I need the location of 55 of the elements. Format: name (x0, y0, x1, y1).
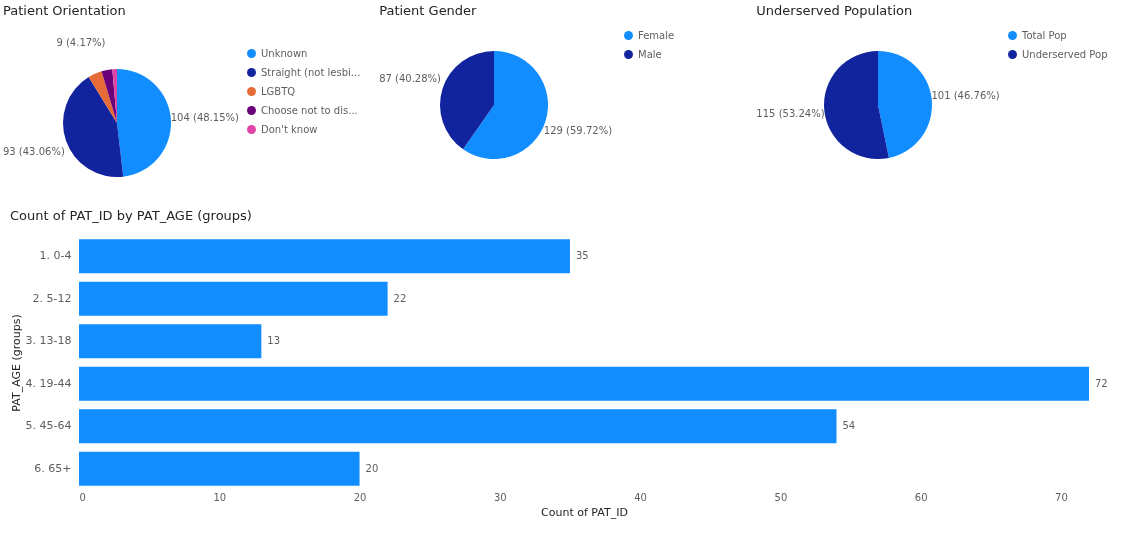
data-label: 35 (575, 250, 589, 262)
data-label: 54 (842, 420, 856, 432)
pie-slice (117, 69, 171, 177)
pie-slice (88, 71, 117, 123)
legend-label: Don't know (261, 123, 318, 135)
pie-slice (440, 51, 494, 150)
legend-label: LGBTQ (261, 85, 296, 97)
x-tick-label: 20 (353, 491, 367, 503)
x-tick-label: 60 (914, 491, 928, 503)
chart-title: Patient Orientation (2, 3, 126, 19)
x-tick-label: 0 (79, 491, 86, 503)
bar (79, 409, 837, 444)
y-tick-label: 5. 45-64 (25, 419, 72, 433)
data-label: 93 (43.06%) (2, 145, 65, 157)
chart-title: Underserved Population (756, 3, 913, 18)
y-tick-label: 3. 13-18 (25, 334, 72, 348)
bar (79, 281, 388, 316)
legend-label: Total Pop (1021, 29, 1067, 41)
pie-slice (101, 69, 117, 123)
pie-slice (63, 77, 124, 177)
x-tick-label: 70 (1055, 491, 1068, 503)
data-label: 22 (393, 292, 407, 304)
x-tick-label: 40 (634, 491, 647, 503)
data-label: 115 (53.24%) (756, 107, 825, 119)
data-label: 72 (1095, 377, 1108, 389)
pie-slice (878, 51, 932, 158)
bar (79, 451, 360, 486)
x-tick-label: 50 (774, 491, 788, 503)
bar (79, 239, 570, 274)
data-label: 20 (365, 462, 379, 474)
y-tick-label: 6. 65+ (34, 461, 72, 475)
bar (79, 324, 262, 359)
y-axis-title: PAT_AGE (groups) (9, 314, 23, 412)
y-tick-label: 4. 19-44 (25, 376, 72, 390)
legend-label: Female (638, 29, 675, 41)
legend-label: Unknown (261, 47, 308, 59)
y-tick-label: 1. 0-4 (39, 249, 72, 263)
x-tick-label: 10 (213, 491, 227, 503)
x-axis-title: Count of PAT_ID (541, 505, 628, 519)
x-tick-label: 30 (493, 491, 507, 503)
data-label: 13 (267, 335, 281, 347)
data-label: 101 (46.76%) (931, 90, 1000, 102)
y-tick-label: 2. 5-12 (32, 291, 72, 305)
bar (79, 366, 1089, 401)
chart-title: Patient Gender (379, 3, 478, 18)
legend-label: Underserved Pop (1022, 48, 1108, 60)
legend-label: Choose not to dis... (261, 104, 358, 116)
data-label: 87 (40.28%) (379, 72, 442, 84)
chart-title: Count of PAT_ID by PAT_AGE (groups) (10, 208, 252, 223)
data-label: 9 (4.17%) (56, 36, 106, 48)
data-label: 104 (48.15%) (170, 111, 240, 123)
data-label: 129 (59.72%) (543, 125, 613, 137)
pie-slice (824, 51, 889, 159)
legend-label: Male (638, 48, 662, 60)
legend-label: Straight (not lesbi... (261, 66, 361, 78)
